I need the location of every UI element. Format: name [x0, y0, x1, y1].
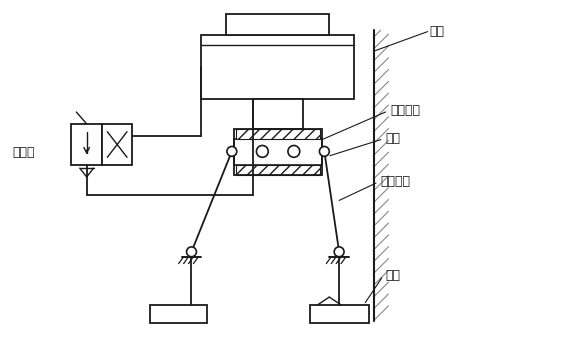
Text: 工件: 工件: [385, 269, 400, 282]
Text: 铰杆: 铰杆: [385, 132, 400, 145]
Bar: [253, 99, 303, 129]
Bar: [236, 129, 320, 139]
Circle shape: [256, 145, 268, 157]
Bar: [102, 124, 132, 165]
Text: 换向阀: 换向阀: [12, 146, 35, 159]
Circle shape: [227, 146, 237, 156]
Text: 气缸: 气缸: [429, 25, 445, 38]
Bar: [201, 35, 354, 99]
Bar: [234, 129, 323, 175]
Bar: [150, 305, 207, 323]
Bar: [236, 165, 320, 175]
Circle shape: [334, 247, 344, 257]
Bar: [72, 124, 102, 165]
Text: 浮动滑块: 浮动滑块: [390, 104, 420, 117]
Circle shape: [319, 146, 329, 156]
Circle shape: [186, 247, 197, 257]
Text: 曲柄杆杆: 曲柄杆杆: [381, 175, 411, 189]
Bar: [226, 14, 329, 35]
Bar: [234, 139, 323, 165]
Circle shape: [288, 145, 300, 157]
Bar: [310, 305, 369, 323]
